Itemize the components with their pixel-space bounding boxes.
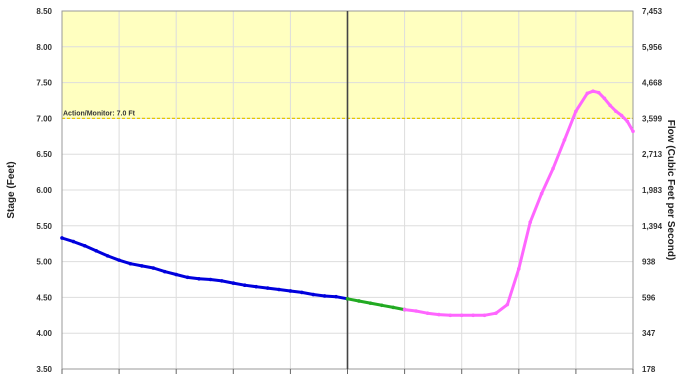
- data-point-forecast: [574, 109, 578, 114]
- data-point-observed: [220, 279, 224, 283]
- data-point-forecast: [625, 119, 630, 124]
- action-monitor-label: Action/Monitor: 7.0 Ft: [63, 110, 136, 117]
- y-tick-label: 6.00: [36, 186, 52, 195]
- y-tick-label: 8.00: [36, 43, 52, 52]
- data-point-forecast: [608, 103, 612, 108]
- data-point-recent: [368, 301, 373, 305]
- data-point-observed: [334, 294, 338, 299]
- y-axis-label: Stage (Feet): [6, 161, 17, 218]
- y2-tick-label: 347: [642, 329, 656, 338]
- data-point-recent: [391, 305, 395, 310]
- data-point-observed: [174, 272, 178, 277]
- data-point-observed: [300, 290, 304, 295]
- data-point-forecast: [562, 138, 567, 142]
- data-point-observed: [322, 294, 327, 298]
- data-point-forecast: [591, 89, 595, 93]
- data-point-forecast: [425, 311, 430, 315]
- data-point-observed: [197, 276, 201, 281]
- data-point-forecast: [437, 312, 441, 317]
- y-tick-label: 3.50: [36, 365, 52, 374]
- y-tick-label: 4.50: [36, 293, 52, 302]
- data-point-observed: [162, 269, 167, 274]
- data-point-forecast: [471, 313, 475, 318]
- data-point-observed: [71, 239, 76, 244]
- data-point-observed: [265, 286, 270, 290]
- data-point-forecast: [602, 96, 607, 101]
- y2-tick-label: 938: [642, 258, 656, 267]
- data-point-observed: [83, 244, 87, 248]
- data-point-forecast: [459, 313, 464, 318]
- data-point-forecast: [482, 313, 487, 318]
- data-point-forecast: [551, 166, 555, 171]
- data-point-observed: [311, 292, 316, 297]
- y2-tick-label: 2,713: [642, 150, 663, 159]
- y-tick-label: 7.00: [36, 114, 52, 123]
- data-point-forecast: [596, 90, 601, 95]
- y2-tick-label: 3,599: [642, 114, 663, 123]
- y2-tick-label: 596: [642, 293, 656, 302]
- data-point-forecast: [619, 113, 624, 118]
- y-tick-label: 5.00: [36, 258, 52, 267]
- data-point-observed: [105, 254, 110, 258]
- data-point-observed: [140, 264, 144, 268]
- data-point-forecast: [448, 313, 453, 318]
- y-tick-label: 7.50: [36, 79, 52, 88]
- data-point-recent: [357, 299, 361, 303]
- y-tick-label: 8.50: [36, 7, 52, 16]
- series-line-recent: [346, 297, 407, 312]
- data-point-forecast: [517, 266, 521, 271]
- data-point-observed: [128, 261, 133, 266]
- data-point-observed: [277, 287, 281, 292]
- y2-tick-label: 4,668: [642, 79, 663, 88]
- y2-axis-label: Flow (Cubic Feet per Second): [665, 120, 676, 261]
- data-point-forecast: [402, 307, 407, 312]
- data-point-observed: [231, 281, 236, 285]
- data-point-recent: [345, 297, 350, 301]
- y-tick-label: 4.00: [36, 329, 52, 338]
- data-point-forecast: [631, 129, 635, 134]
- data-point-forecast: [539, 191, 544, 196]
- data-point-observed: [208, 277, 213, 282]
- data-point-observed: [185, 275, 190, 280]
- data-point-forecast: [494, 311, 498, 315]
- y-tick-label: 5.50: [36, 222, 52, 231]
- data-point-observed: [254, 284, 258, 289]
- y2-tick-label: 178: [642, 365, 656, 374]
- y2-tick-label: 5,956: [642, 43, 663, 52]
- data-point-observed: [242, 283, 247, 288]
- data-point-forecast: [505, 302, 510, 307]
- data-point-observed: [60, 236, 64, 240]
- y2-tick-label: 1,983: [642, 186, 663, 195]
- y2-tick-label: 7,453: [642, 7, 663, 16]
- data-point-forecast: [528, 220, 533, 225]
- data-point-observed: [151, 266, 156, 270]
- data-point-recent: [379, 303, 384, 308]
- data-point-observed: [117, 258, 121, 262]
- y-tick-label: 6.50: [36, 150, 52, 159]
- data-point-forecast: [585, 91, 590, 96]
- data-point-observed: [94, 249, 99, 253]
- y2-tick-label: 1,394: [642, 222, 663, 231]
- data-point-forecast: [614, 109, 618, 114]
- series-line-observed: [60, 236, 349, 301]
- data-point-forecast: [414, 309, 418, 313]
- data-point-observed: [288, 289, 293, 293]
